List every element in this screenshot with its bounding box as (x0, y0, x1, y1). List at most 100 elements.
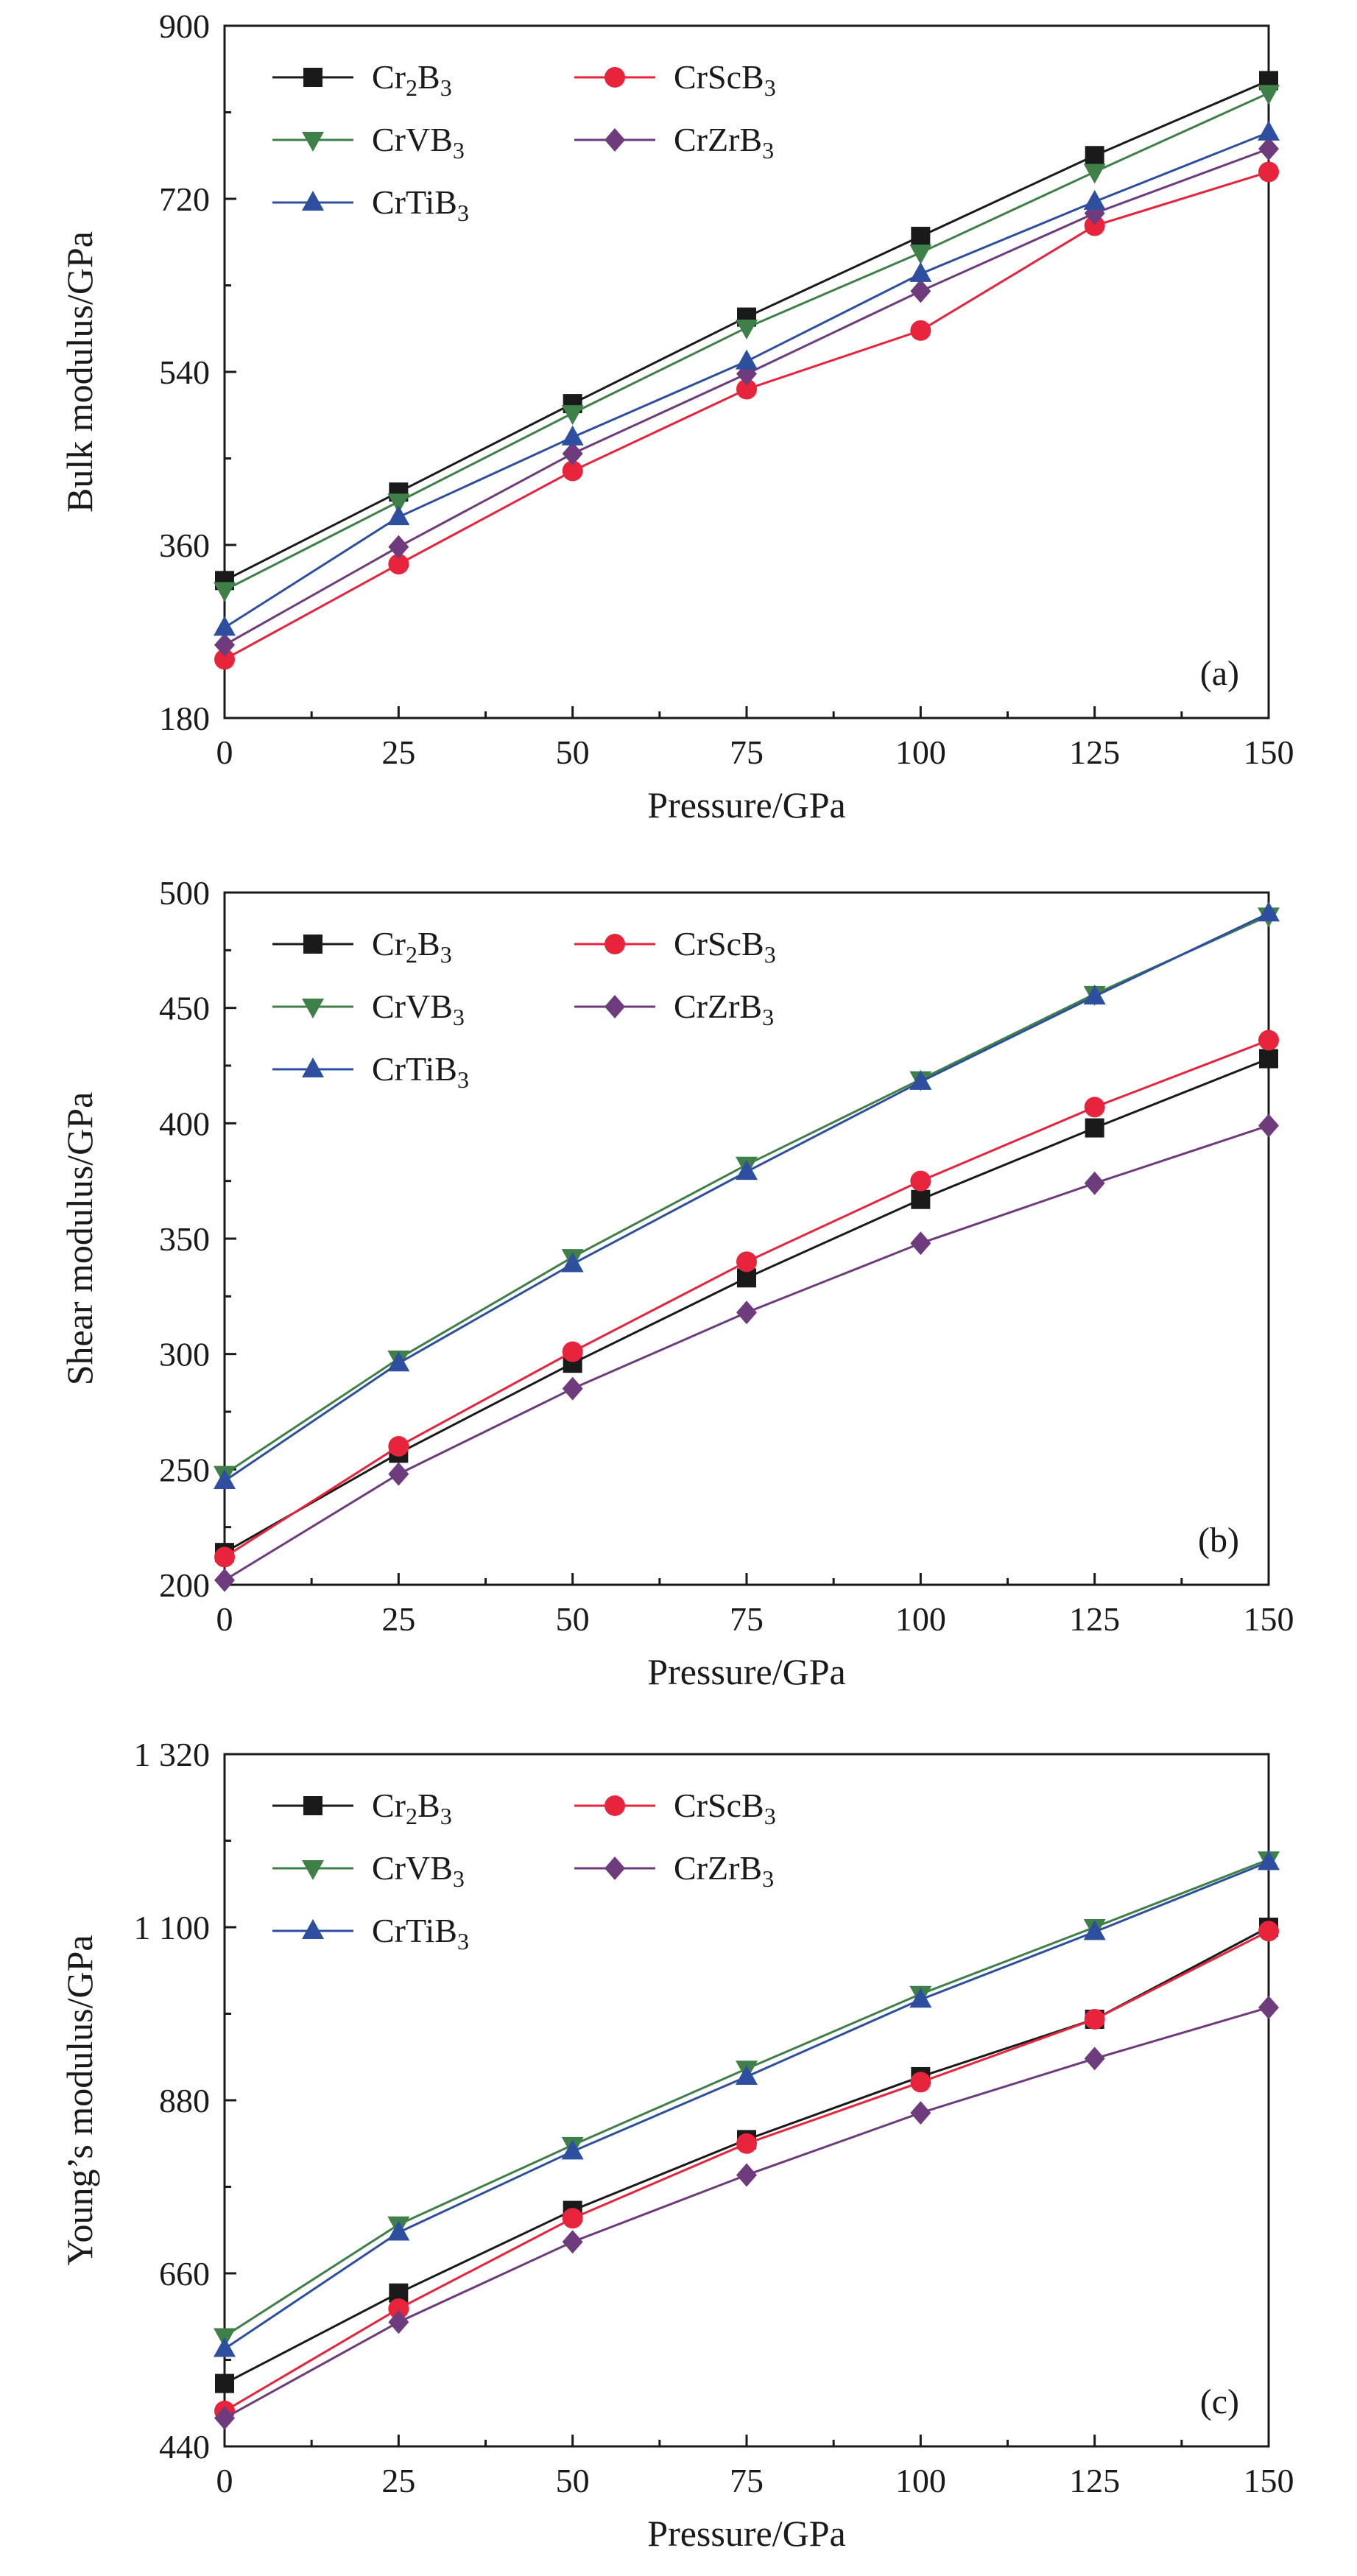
x-tick-label: 150 (1244, 2462, 1294, 2499)
legend-marker (302, 132, 324, 152)
legend-entry-CrTiB3: CrTiB3 (272, 1912, 469, 1954)
y-tick-label: 880 (159, 2082, 210, 2119)
data-point (214, 1469, 236, 1489)
x-axis-title: Pressure/GPa (647, 784, 845, 826)
legend-entry-CrScB3: CrScB3 (574, 925, 776, 968)
series-Cr2B3 (215, 71, 1278, 591)
x-tick-label: 75 (730, 1600, 764, 1638)
data-point (561, 1252, 584, 1273)
legend-marker (303, 935, 322, 954)
data-point (388, 2310, 409, 2334)
legend-marker (303, 68, 322, 87)
data-point (215, 2373, 234, 2393)
data-point (388, 554, 409, 575)
data-point (1258, 1921, 1279, 1942)
x-tick-label: 150 (1244, 733, 1294, 771)
data-point (736, 379, 757, 400)
data-point (1084, 1171, 1105, 1195)
y-tick-label: 1 100 (134, 1909, 211, 1946)
series-CrTiB3 (214, 120, 1280, 636)
data-point (388, 2298, 409, 2320)
data-point (387, 1351, 410, 1372)
x-tick-label: 125 (1069, 733, 1120, 771)
data-point (387, 493, 410, 514)
x-axis-title: Pressure/GPa (647, 1651, 845, 1692)
x-tick-label: 50 (556, 733, 590, 771)
legend-marker (302, 1058, 324, 1077)
data-point (1085, 1118, 1104, 1138)
legend-marker (302, 191, 324, 211)
x-tick-label: 100 (895, 2462, 946, 2499)
data-point (214, 1546, 235, 1568)
legend: Cr2B3 CrScB3 CrVB3 CrZrB3 CrTiB3 (272, 925, 776, 1093)
x-tick-label: 0 (216, 733, 233, 771)
data-point (910, 279, 931, 303)
legend-entry-CrVB3: CrVB3 (272, 1849, 465, 1892)
x-tick-label: 25 (381, 1600, 415, 1638)
data-point (387, 505, 410, 526)
x-tick-label: 125 (1069, 1600, 1120, 1638)
data-point (1259, 1049, 1278, 1069)
x-tick-label: 150 (1244, 1600, 1294, 1638)
x-tick-label: 50 (556, 1600, 590, 1638)
series-CrVB3 (214, 85, 1280, 602)
data-point (910, 1170, 931, 1192)
panel-tag: (c) (1200, 2382, 1239, 2421)
data-point (910, 2101, 931, 2125)
x-tick-label: 75 (730, 733, 764, 771)
data-point (736, 1301, 757, 1325)
data-point (1083, 163, 1106, 184)
legend-label: CrZrB3 (674, 121, 774, 163)
data-point (736, 2163, 757, 2187)
data-point (214, 633, 235, 657)
data-point (214, 1568, 235, 1592)
legend-entry-CrTiB3: CrTiB3 (272, 1050, 469, 1093)
legend-entry-CrVB3: CrVB3 (272, 988, 465, 1030)
legend-marker (605, 67, 625, 88)
legend-label: Cr2B3 (372, 58, 452, 101)
data-point (561, 405, 584, 426)
legend-label: CrScB3 (674, 58, 776, 101)
data-point (1258, 901, 1280, 922)
legend: Cr2B3 CrScB3 CrVB3 CrZrB3 CrTiB3 (272, 1787, 776, 1954)
legend-marker (605, 128, 625, 152)
data-point (736, 319, 758, 339)
panel-tag: (a) (1200, 654, 1239, 693)
x-tick-label: 75 (730, 2462, 764, 2499)
series-CrTiB3 (214, 901, 1280, 1489)
data-point (214, 616, 236, 636)
legend-marker (605, 1857, 625, 1880)
data-point (562, 460, 583, 482)
legend-entry-CrZrB3: CrZrB3 (574, 121, 774, 163)
legend-label: CrTiB3 (372, 183, 469, 226)
data-point (1083, 189, 1106, 210)
series-CrZrB3 (214, 1113, 1279, 1592)
data-point (1258, 137, 1279, 161)
chart-panel-1: 0 25 50 75 100 125 150 200 250 300 350 400 450 500 Pre… (59, 874, 1294, 1692)
y-axis-title: Shear modulus/GPa (59, 1092, 100, 1386)
data-point (909, 1988, 932, 2008)
data-point (562, 1341, 583, 1362)
data-point (736, 1251, 757, 1273)
legend-label: CrScB3 (674, 1787, 776, 1829)
y-tick-label: 540 (159, 353, 210, 391)
y-tick-label: 350 (159, 1220, 210, 1258)
legend-label: Cr2B3 (372, 1787, 452, 1829)
legend-label: CrTiB3 (372, 1050, 469, 1093)
y-tick-label: 450 (159, 990, 210, 1027)
data-point (388, 1436, 409, 1457)
data-point (562, 1376, 583, 1401)
legend-label: CrZrB3 (674, 1849, 774, 1892)
data-point (1258, 1850, 1280, 1871)
series-line (224, 1926, 1269, 2385)
data-point (387, 2220, 410, 2241)
x-tick-label: 125 (1069, 2462, 1120, 2499)
data-point (909, 244, 932, 265)
data-point (562, 441, 583, 465)
legend: Cr2B3 CrScB3 CrVB3 CrZrB3 CrTiB3 (272, 58, 776, 226)
data-point (911, 226, 931, 246)
legend-entry-CrScB3: CrScB3 (574, 58, 776, 101)
legend-marker (605, 934, 625, 954)
x-tick-label: 0 (216, 1600, 233, 1638)
